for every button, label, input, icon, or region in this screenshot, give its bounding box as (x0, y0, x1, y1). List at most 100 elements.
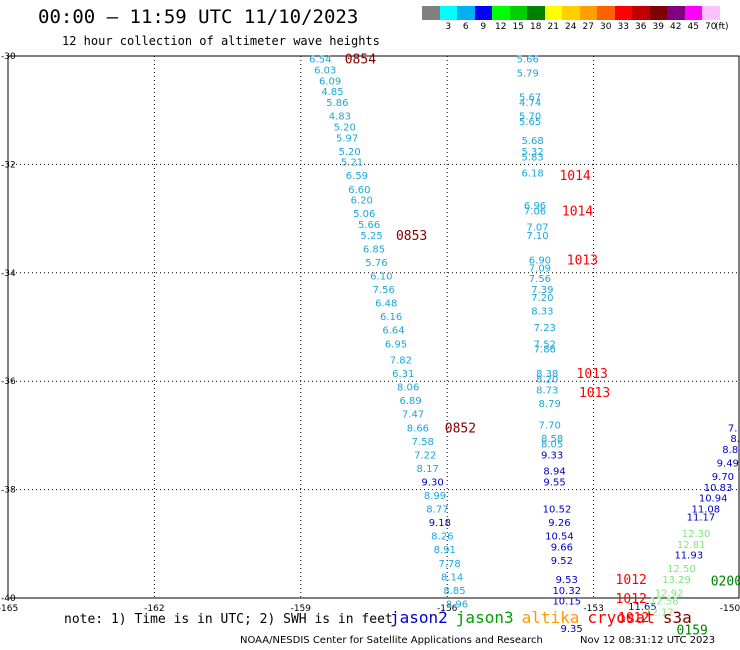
legend-swatch (702, 6, 720, 20)
wave-height-value: 5.66 (517, 55, 539, 66)
wave-height-value: 9.49 (717, 459, 739, 470)
wave-height-value: 7.56 (373, 285, 395, 296)
wave-height-value: 6.10 (370, 272, 392, 283)
satellite-legend: jason2 jason3 altika cryosat s3a (390, 608, 700, 627)
wave-height-value: 7.78 (439, 559, 461, 570)
wave-height-value: 5.20 (334, 122, 356, 133)
wave-height-value: 8.94 (543, 467, 565, 478)
wave-height-value: 9.55 (543, 477, 565, 488)
satellite-altika-label: altika (521, 608, 580, 627)
pass-time-label: 1012 (616, 573, 647, 588)
longitude-tick-label: -150 (720, 604, 740, 614)
legend-label: 3 (445, 22, 452, 32)
wave-height-value: 8.99 (424, 491, 446, 502)
wave-height-value: 9.66 (551, 543, 573, 554)
map-subtitle: 12 hour collection of altimeter wave hei… (62, 34, 380, 48)
wave-height-value: 7.47 (402, 410, 424, 421)
wave-height-value: 7.86 (534, 345, 556, 356)
legend-label: 18 (530, 22, 542, 32)
wave-height-value: 12.58 (650, 597, 679, 608)
pass-time-label: 1013 (567, 253, 598, 268)
wave-height-value: 7.20 (531, 293, 553, 304)
pass-time-label: 1012 (618, 611, 649, 626)
legend-swatch (597, 6, 615, 20)
wave-height-value: 7.56 (529, 274, 551, 285)
wave-height-value: 8.73 (536, 385, 558, 396)
wave-height-value: 8.05 (541, 440, 563, 451)
footer-timestamp: Nov 12 08:31:12 UTC 2023 (580, 635, 716, 646)
legend-swatch (527, 6, 545, 20)
legend-unit: (ft) (715, 22, 729, 32)
legend-swatch (544, 6, 562, 20)
wave-height-value: 7.52 (534, 339, 556, 350)
wave-height-value: 9.52 (551, 556, 573, 567)
wave-height-value: 8.58 (541, 434, 563, 445)
wave-height-value: 5.21 (341, 158, 363, 169)
wave-height-value: 6.18 (521, 169, 543, 180)
longitude-tick-label: -165 (0, 604, 18, 614)
wave-height-value: 5.86 (326, 98, 348, 109)
wave-height-value: 6.60 (348, 185, 370, 196)
latitude-tick-label: -32 (1, 160, 16, 170)
legend-swatch (579, 6, 597, 20)
wave-height-value: 9.18 (429, 518, 451, 529)
wave-height-value: 12.81 (677, 540, 706, 551)
wave-height-value: 8.79 (539, 399, 561, 410)
wave-height-value: 12.50 (667, 564, 696, 575)
footer-note: note: 1) Time is in UTC; 2) SWH is in fe… (64, 612, 393, 627)
wave-height-value: 7.23 (534, 323, 556, 334)
legend-label: 36 (635, 22, 647, 32)
pass-time-label: 0852 (445, 421, 476, 436)
legend-swatch (667, 6, 685, 20)
wave-height-value: 6.20 (351, 196, 373, 207)
wave-height-value: 7. (728, 423, 738, 434)
wave-height-value: 5.06 (353, 209, 375, 220)
wave-height-value: 6.96 (524, 201, 546, 212)
wave-height-value: 5.25 (360, 231, 382, 242)
longitude-tick-label: -156 (437, 604, 458, 614)
color-legend-bar (422, 6, 720, 20)
wave-height-value: 5.65 (519, 117, 541, 128)
wave-height-value: 9.26 (548, 518, 570, 529)
wave-height-value: 6.16 (380, 312, 402, 323)
wave-height-value: 8.8 (722, 445, 738, 456)
satellite-jason3-label: jason3 (455, 608, 514, 627)
wave-height-value: 6.64 (382, 326, 404, 337)
legend-label: 21 (547, 22, 559, 32)
wave-height-value: 10.15 (552, 597, 581, 608)
map-frame (7, 55, 740, 599)
wave-height-value: 7.06 (524, 206, 546, 217)
wave-height-value: 11.93 (674, 551, 703, 562)
pass-time-label: 1013 (579, 386, 610, 401)
legend-label: 15 (512, 22, 524, 32)
wave-height-value: 12.30 (682, 529, 711, 540)
wave-height-value: 10.83 (704, 483, 733, 494)
pass-time-label: 0159 (677, 624, 708, 639)
pass-time-label: 1012 (616, 592, 647, 607)
legend-label: 24 (565, 22, 577, 32)
wave-height-value: 6.90 (529, 255, 551, 266)
legend-label: 39 (652, 22, 664, 32)
wave-height-value: 7.82 (390, 356, 412, 367)
pass-time-label: 1014 (559, 169, 590, 184)
wave-height-value: 10.94 (699, 494, 728, 505)
legend-label: 30 (600, 22, 612, 32)
wave-height-value: 10.52 (543, 505, 572, 516)
wave-height-value: 10.32 (552, 586, 581, 597)
wave-height-value: 8. (730, 434, 740, 445)
pass-time-label: 1013 (577, 367, 608, 382)
wave-height-value: 6.48 (375, 299, 397, 310)
wave-height-value: 8.20 (536, 374, 558, 385)
wave-height-value: 7.10 (526, 231, 548, 242)
wave-height-value: 5.68 (521, 136, 543, 147)
pass-time-label: 0200 (711, 575, 740, 590)
wave-height-value: 9.35 (561, 624, 583, 635)
legend-label: 27 (582, 22, 594, 32)
legend-label: 42 (670, 22, 682, 32)
wave-height-value: 5.70 (519, 112, 541, 123)
wave-height-value: 5.20 (338, 147, 360, 158)
wave-height-value: 8.38 (536, 369, 558, 380)
wave-height-value: 4.85 (321, 87, 343, 98)
latitude-tick-label: -34 (1, 269, 16, 279)
wave-height-value: 4.74 (519, 98, 541, 109)
